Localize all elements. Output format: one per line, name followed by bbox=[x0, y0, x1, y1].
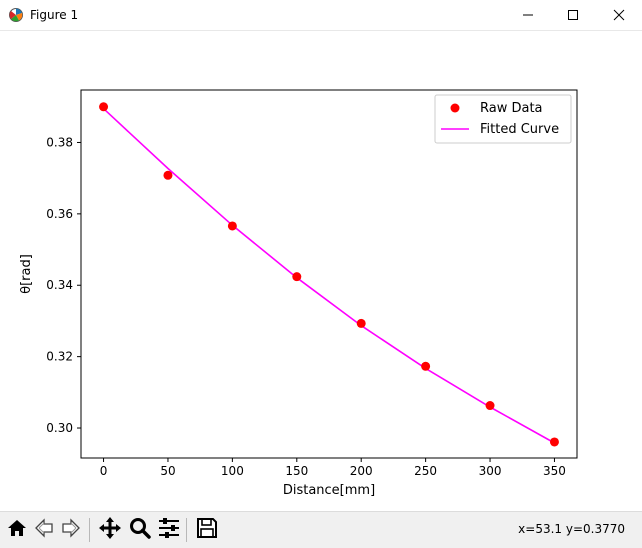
raw-data-point bbox=[163, 170, 173, 180]
raw-data-point bbox=[485, 401, 495, 411]
close-button[interactable] bbox=[596, 0, 642, 31]
y-tick-label: 0.36 bbox=[46, 207, 73, 221]
raw-data-point bbox=[99, 102, 109, 112]
pan-button[interactable] bbox=[97, 517, 123, 543]
x-tick-label: 0 bbox=[100, 464, 108, 478]
save-button[interactable] bbox=[194, 517, 220, 543]
maximize-button[interactable] bbox=[550, 0, 596, 31]
figure-canvas[interactable]: 0 50 100 150 200 250 300 350 0.30 0.32 0.34 0.36 0.… bbox=[0, 31, 642, 511]
minimize-icon bbox=[522, 6, 534, 25]
x-tick-label: 300 bbox=[479, 464, 502, 478]
y-tick-label: 0.32 bbox=[46, 350, 73, 364]
axes-frame bbox=[80, 89, 578, 459]
x-tick-label: 100 bbox=[221, 464, 244, 478]
navigation-toolbar: x=53.1 y=0.3770 bbox=[0, 511, 642, 548]
legend-box bbox=[434, 94, 572, 144]
chart: 0 50 100 150 200 250 300 350 0.300.320.340.360.… bbox=[19, 89, 578, 498]
magnifier-icon bbox=[128, 516, 152, 544]
series-layer bbox=[99, 102, 559, 447]
home-button[interactable] bbox=[4, 517, 30, 543]
cursor-coordinates: x=53.1 y=0.3770 bbox=[518, 522, 625, 536]
legend-label-fitted-curve: Fitted Curve bbox=[480, 122, 559, 137]
floppy-disk-icon bbox=[196, 517, 218, 543]
x-tick-label: 250 bbox=[414, 464, 437, 478]
minimize-button[interactable] bbox=[505, 0, 551, 31]
sliders-icon bbox=[157, 516, 181, 544]
x-axis-label: Distance[mm] bbox=[283, 483, 375, 498]
y-tick-label: 0.30 bbox=[46, 421, 73, 435]
y-ticks: 0.30 0.32 0.34 0.36 0.38 bbox=[46, 135, 81, 435]
x-ticks: 0 50 100 150 200 250 300 350 bbox=[100, 458, 566, 478]
raw-data-point bbox=[549, 437, 559, 447]
x-tick-label: 350 bbox=[543, 464, 566, 478]
forward-arrow-icon bbox=[60, 517, 82, 543]
toolbar-separator bbox=[186, 518, 187, 542]
legend-label-raw-data: Raw Data bbox=[480, 101, 543, 116]
raw-data-point bbox=[292, 272, 302, 282]
raw-data-point bbox=[227, 221, 237, 231]
back-arrow-icon bbox=[33, 517, 55, 543]
y-tick-label: 0.34 bbox=[46, 278, 73, 292]
legend-marker-raw-data bbox=[450, 103, 460, 113]
zoom-button[interactable] bbox=[127, 517, 153, 543]
window-titlebar: Figure 1 bbox=[0, 0, 642, 31]
window-title: Figure 1 bbox=[30, 8, 79, 22]
maximize-icon bbox=[567, 6, 579, 25]
legend: Raw Data Fitted Curve bbox=[434, 94, 572, 144]
raw-data-point bbox=[421, 361, 431, 371]
close-icon bbox=[613, 6, 625, 25]
x-tick-label: 150 bbox=[285, 464, 308, 478]
toolbar-separator bbox=[89, 518, 90, 542]
x-tick-label: 200 bbox=[350, 464, 373, 478]
y-tick-label: 0.38 bbox=[46, 135, 73, 149]
forward-button[interactable] bbox=[58, 517, 84, 543]
raw-data-point bbox=[356, 318, 366, 328]
matplotlib-icon bbox=[8, 7, 24, 23]
fitted-curve-line bbox=[102, 108, 555, 444]
configure-subplots-button[interactable] bbox=[156, 517, 182, 543]
home-icon bbox=[6, 517, 28, 543]
y-axis-label: θ[rad] bbox=[19, 254, 34, 294]
x-tick-label: 50 bbox=[160, 464, 175, 478]
back-button[interactable] bbox=[31, 517, 57, 543]
move-icon bbox=[98, 516, 122, 544]
